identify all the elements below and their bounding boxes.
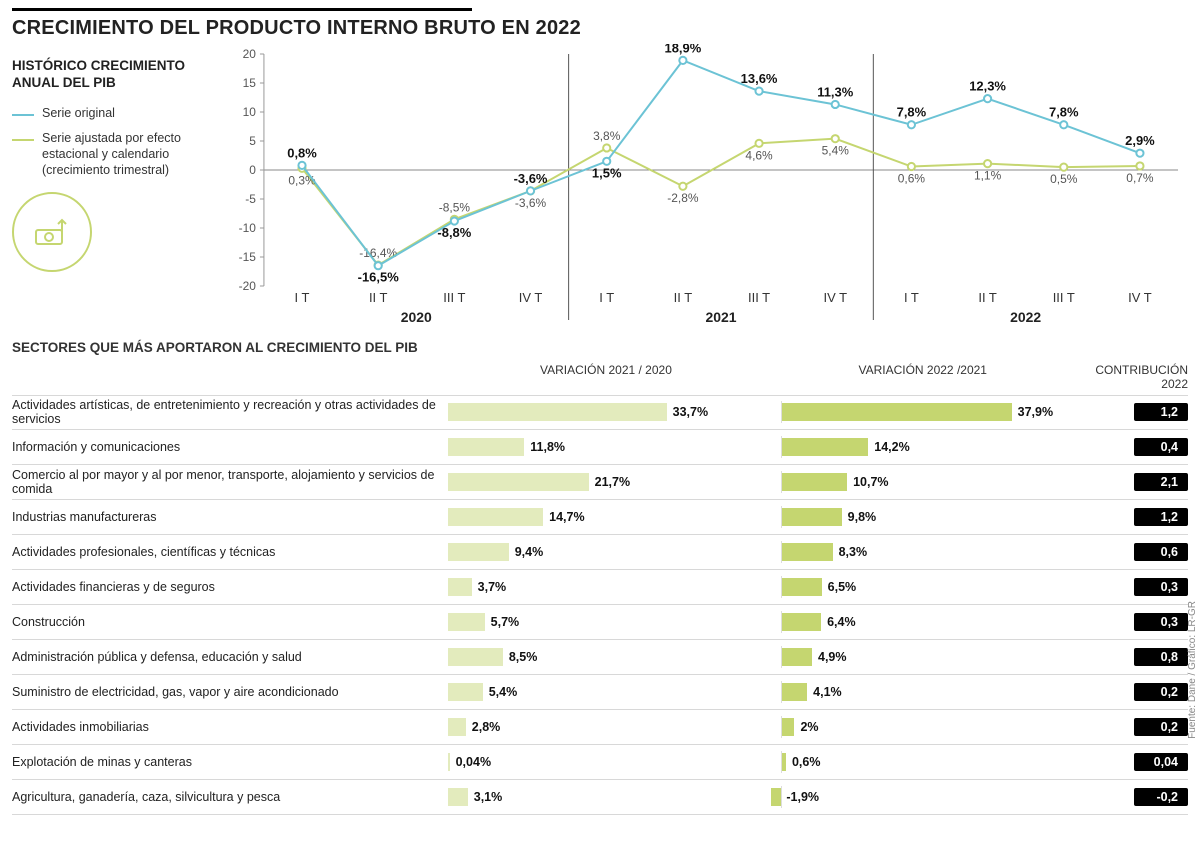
col-var2: VARIACIÓN 2022 /2021 (764, 363, 1081, 391)
svg-text:-20: -20 (239, 279, 257, 293)
table-row: Actividades artísticas, de entretenimien… (12, 395, 1188, 430)
table-row: Actividades profesionales, científicas y… (12, 535, 1188, 570)
legend-item-ajustada: Serie ajustada por efecto estacional y c… (12, 131, 230, 178)
table-row: Actividades financieras y de seguros3,7%… (12, 570, 1188, 605)
table-row: Construcción5,7%6,4%0,3 (12, 605, 1188, 640)
source-credit: Fuente: Dane / Gráfico: LR-GR (1187, 601, 1198, 739)
legend-item-original: Serie original (12, 106, 230, 122)
svg-text:-8,5%: -8,5% (439, 200, 471, 214)
svg-text:-10: -10 (239, 221, 257, 235)
sector-name: Actividades inmobiliarias (12, 720, 448, 734)
svg-text:IV T: IV T (519, 290, 543, 305)
svg-text:7,8%: 7,8% (1049, 105, 1079, 120)
svg-text:12,3%: 12,3% (969, 79, 1006, 94)
svg-text:5: 5 (249, 134, 256, 148)
svg-text:0,6%: 0,6% (898, 172, 926, 186)
sector-name: Actividades profesionales, científicas y… (12, 545, 448, 559)
page-title: CRECIMIENTO DEL PRODUCTO INTERNO BRUTO E… (12, 17, 1188, 40)
svg-text:I T: I T (599, 290, 614, 305)
table-row: Suministro de electricidad, gas, vapor y… (12, 675, 1188, 710)
svg-text:0,7%: 0,7% (1126, 171, 1154, 185)
svg-text:1,5%: 1,5% (592, 165, 622, 180)
contribution-badge: 1,2 (1134, 508, 1188, 526)
sector-name: Actividades financieras y de seguros (12, 580, 448, 594)
svg-text:-2,8%: -2,8% (667, 191, 699, 205)
svg-text:-5: -5 (245, 192, 256, 206)
svg-text:15: 15 (243, 76, 257, 90)
svg-text:II T: II T (978, 290, 997, 305)
swatch-ajustada (12, 139, 34, 141)
sector-name: Información y comunicaciones (12, 440, 448, 454)
svg-text:18,9%: 18,9% (665, 44, 702, 55)
contribution-badge: 0,6 (1134, 543, 1188, 561)
svg-text:11,3%: 11,3% (817, 84, 853, 99)
svg-text:II T: II T (369, 290, 388, 305)
sectors-title: SECTORES QUE MÁS APORTARON AL CRECIMIENT… (0, 334, 1200, 357)
contribution-badge: 0,4 (1134, 438, 1188, 456)
sector-name: Suministro de electricidad, gas, vapor y… (12, 685, 448, 699)
contribution-badge: 0,3 (1134, 613, 1188, 631)
svg-text:-3,6%: -3,6% (515, 196, 547, 210)
sector-name: Comercio al por mayor y al por menor, tr… (12, 468, 448, 496)
contribution-badge: -0,2 (1134, 788, 1188, 806)
table-row: Industrias manufactureras14,7%9,8%1,2 (12, 500, 1188, 535)
legend-subtitle: HISTÓRICO CRECIMIENTO ANUAL DEL PIB (12, 58, 230, 92)
svg-text:1,1%: 1,1% (974, 169, 1002, 183)
svg-text:4,6%: 4,6% (745, 148, 773, 162)
svg-text:II T: II T (674, 290, 693, 305)
sector-name: Explotación de minas y canteras (12, 755, 448, 769)
svg-text:2,9%: 2,9% (1125, 133, 1155, 148)
svg-text:7,8%: 7,8% (897, 105, 927, 120)
col-contrib: CONTRIBUCIÓN 2022 (1081, 363, 1188, 391)
sector-name: Construcción (12, 615, 448, 629)
svg-text:2022: 2022 (1010, 309, 1041, 325)
svg-text:I T: I T (295, 290, 310, 305)
sector-name: Industrias manufactureras (12, 510, 448, 524)
contribution-badge: 0,04 (1134, 753, 1188, 771)
line-chart: -20 -15 -10 -5 0 5 10 15 20 I T II T III T IV T I T II… (230, 44, 1188, 334)
svg-text:-3,6%: -3,6% (514, 171, 548, 186)
contribution-badge: 0,2 (1134, 718, 1188, 736)
svg-text:-15: -15 (239, 250, 257, 264)
svg-text:2020: 2020 (401, 309, 432, 325)
svg-text:III T: III T (443, 290, 465, 305)
money-growth-icon (12, 192, 92, 272)
svg-text:0: 0 (249, 163, 256, 177)
svg-text:III T: III T (748, 290, 770, 305)
contribution-badge: 1,2 (1134, 403, 1188, 421)
svg-text:0,3%: 0,3% (288, 173, 316, 187)
svg-text:3,8%: 3,8% (593, 129, 621, 143)
svg-text:III T: III T (1053, 290, 1075, 305)
svg-text:2021: 2021 (705, 309, 736, 325)
contribution-badge: 0,2 (1134, 683, 1188, 701)
table-row: Agricultura, ganadería, caza, silvicultu… (12, 780, 1188, 815)
svg-text:-16,5%: -16,5% (358, 270, 400, 285)
sector-name: Agricultura, ganadería, caza, silvicultu… (12, 790, 448, 804)
sector-name: Administración pública y defensa, educac… (12, 650, 448, 664)
contribution-badge: 2,1 (1134, 473, 1188, 491)
table-row: Actividades inmobiliarias2,8%2%0,2 (12, 710, 1188, 745)
swatch-original (12, 114, 34, 116)
table-row: Administración pública y defensa, educac… (12, 640, 1188, 675)
svg-text:IV T: IV T (823, 290, 847, 305)
svg-text:0,5%: 0,5% (1050, 172, 1078, 186)
svg-text:10: 10 (243, 105, 257, 119)
sectors-table: Actividades artísticas, de entretenimien… (0, 395, 1200, 815)
contribution-badge: 0,3 (1134, 578, 1188, 596)
contribution-badge: 0,8 (1134, 648, 1188, 666)
svg-text:5,4%: 5,4% (822, 144, 850, 158)
svg-text:20: 20 (243, 47, 257, 61)
sector-name: Actividades artísticas, de entretenimien… (12, 398, 448, 426)
svg-text:I T: I T (904, 290, 919, 305)
legend-panel: HISTÓRICO CRECIMIENTO ANUAL DEL PIB Seri… (12, 44, 230, 334)
table-row: Explotación de minas y canteras0,04%0,6%… (12, 745, 1188, 780)
table-row: Comercio al por mayor y al por menor, tr… (12, 465, 1188, 500)
col-var1: VARIACIÓN 2021 / 2020 (448, 363, 765, 391)
svg-text:13,6%: 13,6% (741, 71, 778, 86)
table-header: VARIACIÓN 2021 / 2020 VARIACIÓN 2022 /20… (0, 357, 1200, 395)
svg-text:0,8%: 0,8% (287, 145, 317, 160)
svg-text:IV T: IV T (1128, 290, 1152, 305)
table-row: Información y comunicaciones11,8%14,2%0,… (12, 430, 1188, 465)
svg-text:-8,8%: -8,8% (437, 225, 471, 240)
